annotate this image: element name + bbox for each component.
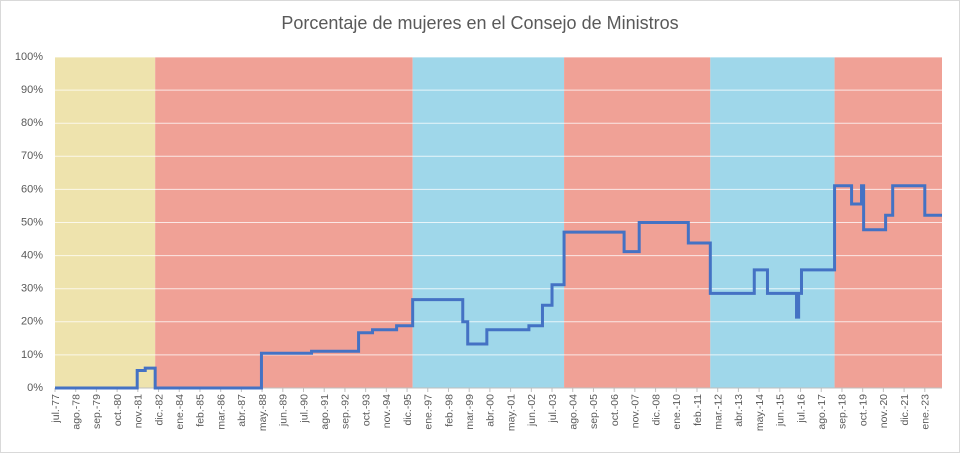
x-tick-label: oct.-19 (857, 394, 869, 426)
x-tick-label: mar.-99 (464, 394, 476, 430)
x-tick-label: nov.-20 (878, 394, 890, 428)
x-tick-label: may.-01 (505, 394, 517, 431)
grid (55, 56, 942, 389)
x-tick-label: ago.-17 (816, 394, 828, 430)
x-tick-label: jun.-02 (526, 394, 538, 427)
x-tick-label: mar.-86 (215, 394, 227, 430)
x-tick-label: nov.-07 (630, 394, 642, 428)
y-tick-label: 10% (21, 349, 43, 361)
x-tick-label: ago.-91 (319, 394, 331, 430)
data-line (55, 184, 942, 390)
x-tick-label: mar.-12 (712, 394, 724, 430)
x-tick-label: may.-88 (257, 394, 269, 431)
x-tick-label: oct.-93 (360, 394, 372, 426)
y-tick-label: 80% (21, 117, 43, 129)
y-tick-label: 60% (21, 183, 43, 195)
x-tick-label: ene.-23 (920, 394, 932, 430)
y-tick-label: 90% (21, 84, 43, 96)
x-tick-label: oct.-80 (112, 394, 124, 426)
x-tick-label: jul.-77 (50, 394, 62, 424)
x-tick-label: sep.-05 (588, 394, 600, 429)
y-tick-label: 100% (15, 51, 43, 63)
x-tick-label: ago.-04 (568, 394, 580, 430)
x-tick-label: dic.-21 (899, 394, 911, 426)
x-tick-label: abr.-00 (485, 394, 497, 427)
x-tick-label: dic.-08 (650, 394, 662, 426)
x-tick-label: ene.-10 (671, 394, 683, 430)
x-tick-label: feb.-85 (195, 394, 207, 427)
x-tick-label: abr.-87 (236, 394, 248, 427)
x-tick-label: feb.-98 (443, 394, 455, 427)
x-tick-label: jun.-15 (775, 394, 787, 427)
axes: 0% 10% 20% 30% 40% 50% 60% 70% 80% 90% 100% jul.-77… (15, 51, 932, 431)
x-tick-label: may.-14 (754, 394, 766, 431)
x-tick-label: jul.-03 (547, 394, 559, 424)
x-tick-label: ago.-78 (70, 394, 82, 430)
x-tick-label: nov.-94 (381, 394, 393, 428)
x-tick-label: ene.-84 (174, 394, 186, 430)
x-tick-label: ene.-97 (423, 394, 435, 430)
x-tick-label: abr.-13 (733, 394, 745, 427)
y-tick-label: 40% (21, 250, 43, 262)
x-tick-label: sep.-18 (837, 394, 849, 429)
x-tick-label: jul.-90 (298, 394, 310, 424)
x-tick-label: jul.-16 (795, 394, 807, 424)
y-tick-label: 50% (21, 216, 43, 228)
y-tick-label: 0% (27, 382, 43, 394)
x-tick-label: dic.-95 (402, 394, 414, 426)
x-tick-label: jun.-89 (278, 394, 290, 427)
x-tick-label: nov.-81 (133, 394, 145, 428)
y-tick-label: 30% (21, 283, 43, 295)
chart-title: Porcentaje de mujeres en el Consejo de M… (281, 13, 678, 33)
y-tick-label: 20% (21, 316, 43, 328)
x-tick-label: oct.-06 (609, 394, 621, 426)
x-tick-label: sep.-92 (340, 394, 352, 429)
x-tick-label: sep.-79 (91, 394, 103, 429)
x-tick-label: dic.-82 (153, 394, 165, 426)
plot (55, 184, 942, 390)
y-tick-label: 70% (21, 150, 43, 162)
x-tick-label: feb.-11 (692, 394, 704, 426)
